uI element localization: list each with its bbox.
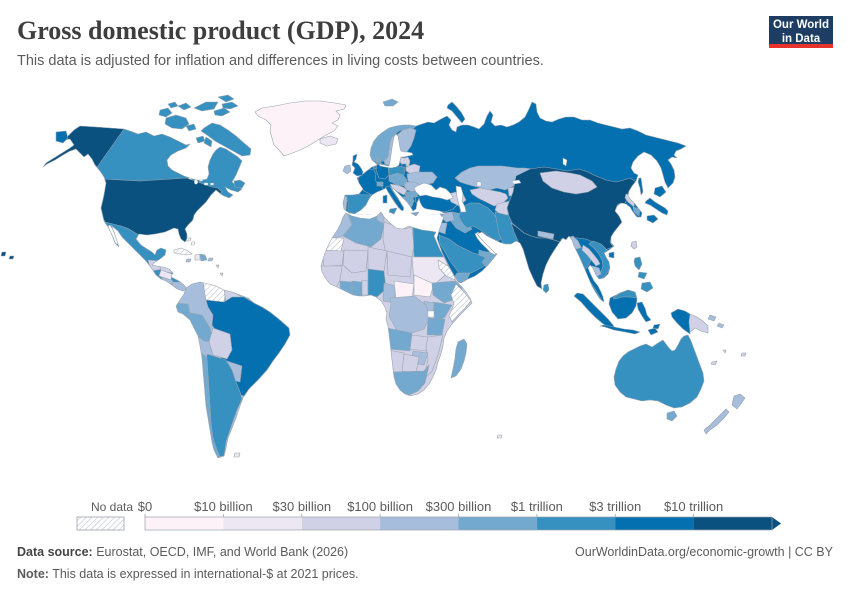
svg-text:No data: No data — [91, 500, 133, 514]
svg-text:$1 trillion: $1 trillion — [511, 499, 563, 514]
svg-text:$300 billion: $300 billion — [426, 499, 492, 514]
svg-text:$100 billion: $100 billion — [347, 499, 413, 514]
svg-text:$10 trillion: $10 trillion — [664, 499, 723, 514]
svg-text:$10 billion: $10 billion — [194, 499, 253, 514]
svg-text:$30 billion: $30 billion — [273, 499, 332, 514]
svg-text:$0: $0 — [138, 499, 152, 514]
svg-text:$3 trillion: $3 trillion — [589, 499, 641, 514]
